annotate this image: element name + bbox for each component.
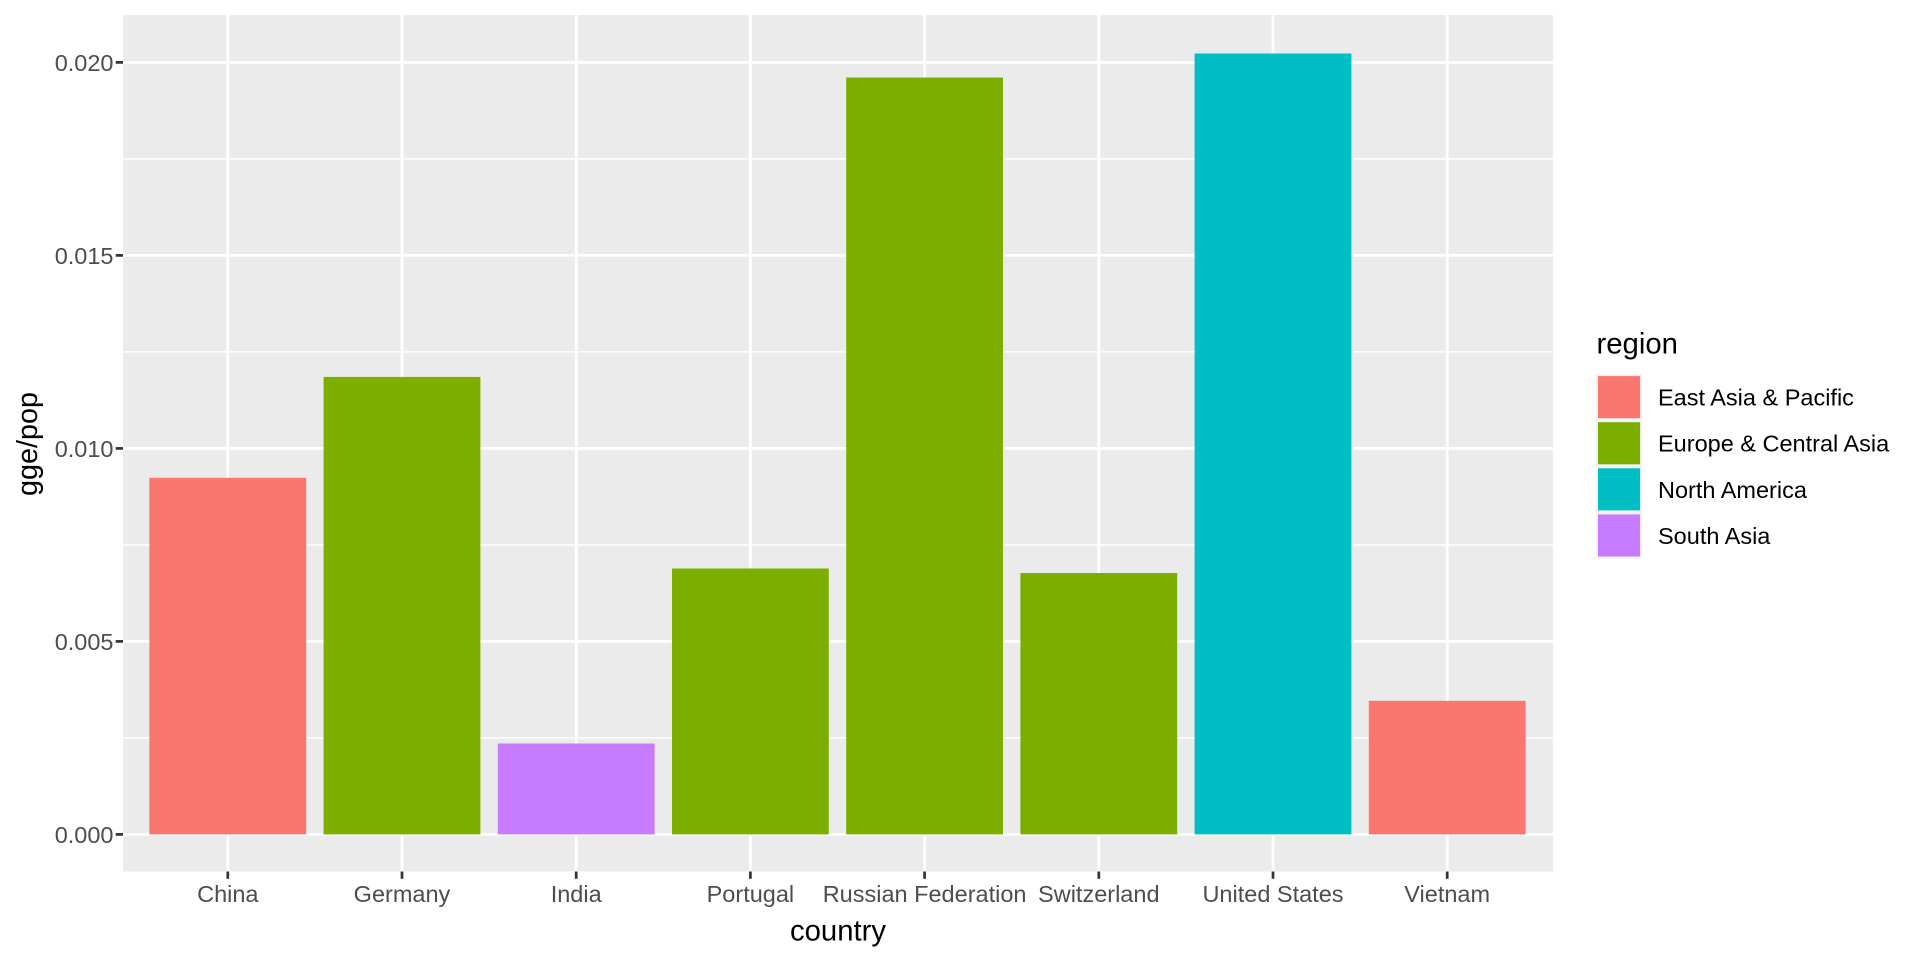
svg-text:East Asia & Pacific: East Asia & Pacific xyxy=(1658,385,1854,411)
svg-text:0.000: 0.000 xyxy=(55,822,114,848)
svg-text:gge/pop: gge/pop xyxy=(12,392,44,496)
svg-text:Germany: Germany xyxy=(354,881,451,907)
svg-text:0.015: 0.015 xyxy=(55,243,114,269)
svg-text:China: China xyxy=(197,881,259,907)
svg-text:India: India xyxy=(551,881,603,907)
svg-text:Russian Federation: Russian Federation xyxy=(823,881,1027,907)
svg-text:Vietnam: Vietnam xyxy=(1404,881,1490,907)
svg-text:0.020: 0.020 xyxy=(55,50,114,76)
svg-text:North America: North America xyxy=(1658,477,1808,503)
svg-text:region: region xyxy=(1597,328,1678,361)
svg-text:country: country xyxy=(790,915,886,948)
svg-text:United States: United States xyxy=(1202,881,1343,907)
svg-text:Europe & Central Asia: Europe & Central Asia xyxy=(1658,431,1890,457)
svg-text:South Asia: South Asia xyxy=(1658,523,1771,549)
svg-text:Portugal: Portugal xyxy=(707,881,795,907)
svg-text:Switzerland: Switzerland xyxy=(1038,881,1159,907)
svg-text:0.010: 0.010 xyxy=(55,436,114,462)
svg-text:0.005: 0.005 xyxy=(55,629,114,655)
